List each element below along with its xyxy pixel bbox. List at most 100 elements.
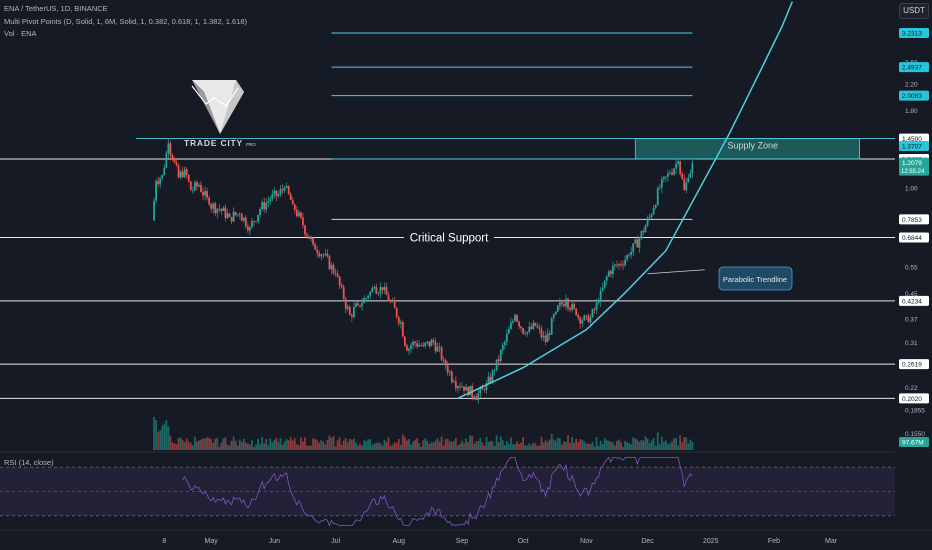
volume-bar xyxy=(644,436,647,450)
price-label-tag xyxy=(899,214,929,225)
volume-bar xyxy=(206,437,208,450)
volume-bar xyxy=(683,436,686,450)
supply-zone[interactable]: Supply Zone xyxy=(634,138,861,160)
candle-body xyxy=(344,298,347,309)
candle-body xyxy=(204,191,206,196)
volume-bar xyxy=(518,443,520,450)
price-countdown: 12:55:24 xyxy=(901,169,925,175)
volume-bar xyxy=(640,440,643,450)
volume-bar xyxy=(326,439,329,450)
candle-body xyxy=(428,341,431,347)
volume-bar xyxy=(269,438,272,450)
volume-bar xyxy=(660,436,663,450)
candle-body xyxy=(558,302,561,306)
candle-body xyxy=(501,345,504,351)
price-label-value: 2.4937 xyxy=(902,65,922,72)
volume-legend[interactable]: Vol · ENA xyxy=(4,29,37,38)
candle-body xyxy=(448,371,451,373)
candle-body xyxy=(238,213,241,215)
volume-bar xyxy=(630,444,633,450)
volume-bar xyxy=(556,437,559,450)
time-axis[interactable]: 8 May Jun Jul Aug Sep Oct Nov Dec 2025 Feb Mar xyxy=(0,529,932,545)
volume-bar xyxy=(367,439,370,450)
rsi-legend[interactable]: RSI (14, close) xyxy=(4,458,54,467)
candle-body xyxy=(493,370,496,372)
volume-bar xyxy=(534,443,537,450)
candle-body xyxy=(685,182,688,191)
indicator-legend[interactable]: Multi Pivot Points (D, Solid, 1, 6M, Sol… xyxy=(4,17,248,26)
supply-zone-label: Supply Zone xyxy=(727,141,778,151)
candle-body xyxy=(324,253,327,255)
volume-bar xyxy=(601,444,604,450)
volume-bar xyxy=(593,446,596,450)
candle-body xyxy=(275,190,278,197)
price-tick-label: 2.20 xyxy=(905,82,918,89)
volume-bar xyxy=(426,440,429,450)
volume-bar xyxy=(214,438,217,450)
currency-button[interactable]: USDT xyxy=(899,3,929,19)
volume-bar xyxy=(348,439,351,450)
parabolic-trendline[interactable]: Parabolic Trendline xyxy=(457,1,793,399)
volume-bar xyxy=(253,446,255,450)
volume-bar xyxy=(397,439,400,450)
candle-body xyxy=(636,239,639,248)
candle-body xyxy=(628,254,631,256)
volume-bar xyxy=(200,439,202,450)
volume-bar xyxy=(393,442,396,450)
volume-bar xyxy=(687,443,690,450)
candle-body xyxy=(634,239,637,244)
candle-body xyxy=(656,188,659,206)
candle-body xyxy=(677,161,680,165)
volume-bar xyxy=(552,439,555,450)
volume-bar xyxy=(650,440,653,450)
candle-body xyxy=(499,350,502,362)
volume-bar xyxy=(403,436,406,450)
volume-bar xyxy=(452,441,455,450)
volume-bar xyxy=(532,442,535,450)
candle-body xyxy=(481,387,484,390)
trade-city-logo xyxy=(191,80,244,134)
volume-bar xyxy=(599,440,602,450)
candle-body xyxy=(601,287,604,291)
candle-body xyxy=(222,207,225,211)
volume-bar xyxy=(689,439,692,450)
candle-body xyxy=(244,217,247,227)
candle-body xyxy=(355,303,357,308)
symbol-legend[interactable]: ENA / TetherUS, 1D, BINANCE xyxy=(4,4,108,13)
volume-bar xyxy=(540,436,543,450)
candle-body xyxy=(632,243,635,252)
volume-bar xyxy=(306,445,308,450)
candle-body xyxy=(583,315,586,321)
volume-bar xyxy=(691,441,694,450)
volume-bar xyxy=(530,445,533,450)
candle-body xyxy=(669,172,671,174)
price-label-tag xyxy=(899,157,929,176)
candle-body xyxy=(314,244,317,250)
candle-body xyxy=(424,342,427,347)
price-label-tag xyxy=(899,90,929,101)
price-axis[interactable]: 4.002.602.201.801.000.550.450.370.310.22… xyxy=(895,0,930,550)
volume-bar xyxy=(310,445,312,450)
candle-body xyxy=(532,322,535,329)
volume-bar xyxy=(654,445,657,450)
volume-bar xyxy=(159,430,162,450)
candle-body xyxy=(638,238,641,248)
volume-bar xyxy=(216,437,219,450)
volume-bar xyxy=(524,445,527,450)
volume-bar xyxy=(210,439,213,450)
candle-body xyxy=(316,249,319,254)
volume-bar xyxy=(685,437,688,450)
candle-body xyxy=(416,343,419,347)
volume-bar xyxy=(636,439,639,450)
volume-bar xyxy=(259,444,262,450)
candle-body xyxy=(210,204,213,209)
candle-body xyxy=(614,264,616,266)
candle-body xyxy=(650,214,653,217)
volume-bar xyxy=(481,442,484,450)
candle-body xyxy=(410,345,412,349)
volume-bar xyxy=(324,444,327,450)
candle-body xyxy=(495,359,498,371)
candle-body xyxy=(299,212,302,218)
candle-body xyxy=(397,317,400,324)
